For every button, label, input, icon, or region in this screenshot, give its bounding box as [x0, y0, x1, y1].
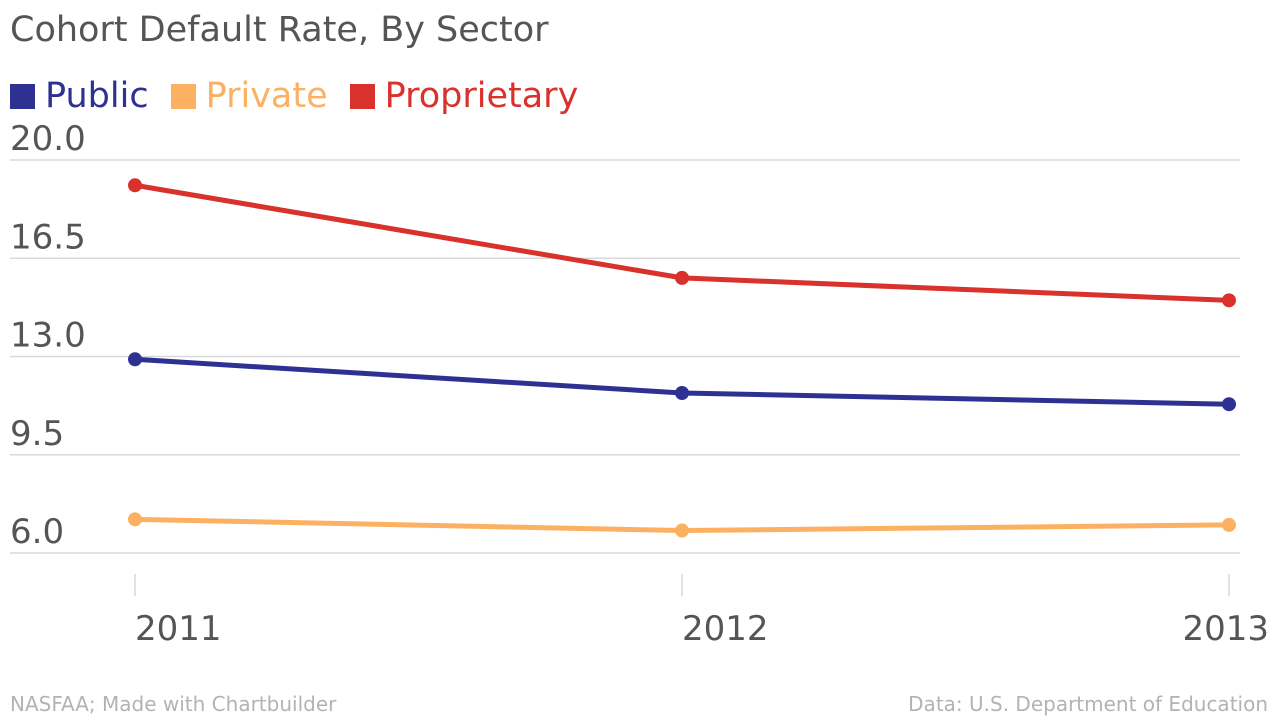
gridlines	[10, 159, 1240, 554]
x-tick-label: 2011	[135, 609, 222, 649]
data-point-public	[675, 385, 689, 400]
legend-swatch-public	[10, 83, 35, 109]
data-point-public	[1222, 397, 1236, 412]
legend-entry-private: Private	[170, 74, 328, 118]
footer-source-right: Data: U.S. Department of Education	[908, 692, 1268, 716]
chart-legend: Public Private Proprietary	[10, 74, 600, 118]
legend-swatch-proprietary	[349, 83, 375, 109]
x-tick-label: 2013	[1182, 609, 1269, 649]
footer-source-left: NASFAA; Made with Chartbuilder	[10, 692, 337, 716]
data-point-proprietary	[675, 270, 689, 285]
chart-title: Cohort Default Rate, By Sector	[10, 10, 549, 50]
y-tick-label: 9.5	[10, 414, 64, 454]
x-axis-ticks: 2011 2012 2013	[134, 574, 1269, 649]
data-point-public	[128, 352, 142, 367]
legend-label-private: Private	[205, 76, 328, 116]
legend-label-public: Public	[45, 76, 149, 116]
legend-label-proprietary: Proprietary	[384, 76, 579, 116]
series-lines	[128, 178, 1236, 538]
y-tick-label: 6.0	[10, 512, 64, 552]
legend-entry-proprietary: Proprietary	[349, 74, 579, 118]
y-tick-label: 20.0	[10, 119, 86, 159]
x-tick-label: 2012	[682, 609, 769, 649]
data-point-private	[128, 512, 142, 527]
y-tick-label: 16.5	[10, 217, 86, 257]
legend-entry-public: Public	[10, 74, 149, 118]
data-point-private	[675, 523, 689, 538]
data-point-private	[1222, 517, 1236, 532]
data-point-proprietary	[128, 178, 142, 193]
legend-swatch-private	[170, 83, 196, 109]
y-tick-label: 13.0	[10, 316, 86, 356]
data-point-proprietary	[1222, 293, 1236, 308]
y-axis-ticks: 20.0 16.5 13.0 9.5 6.0	[10, 119, 86, 552]
